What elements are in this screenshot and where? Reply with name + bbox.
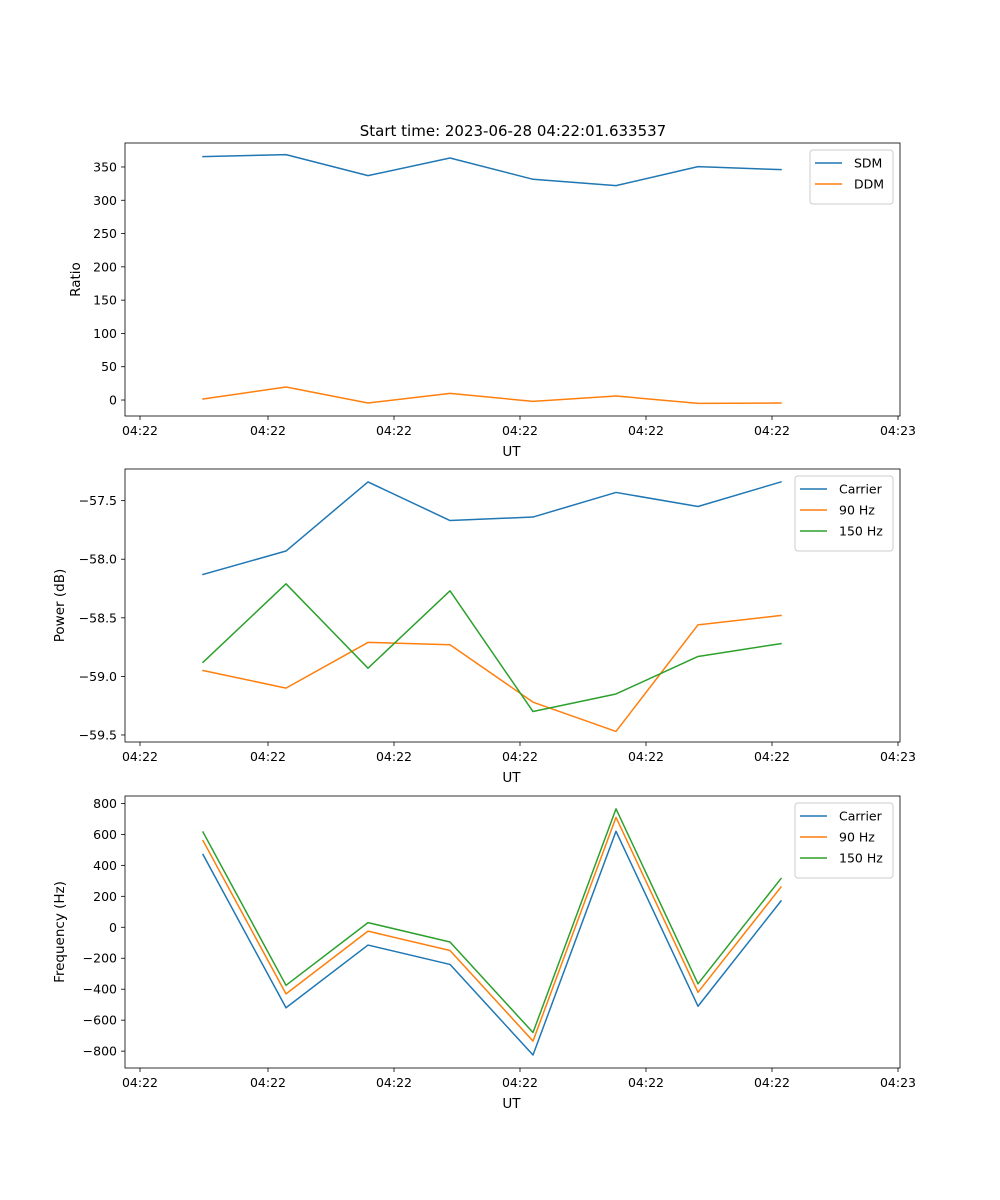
y-tick-label: 200 xyxy=(93,259,117,274)
y-tick-label: −57.5 xyxy=(79,493,117,508)
x-tick-label: 04:22 xyxy=(502,1075,538,1090)
axes-frame xyxy=(124,795,901,1069)
panel-1: 04:22 04:22 04:22 04:22 04:22 04:22 04:23 0 50 10… xyxy=(68,142,916,460)
y-axis-label: Frequency (Hz) xyxy=(52,881,68,983)
y-tick-label: −600 xyxy=(83,1013,117,1028)
x-tick-label: 04:22 xyxy=(376,1075,412,1090)
series-line-carrier xyxy=(201,830,783,1056)
x-tick-label: 04:22 xyxy=(754,423,790,438)
y-tick-label: 200 xyxy=(93,889,117,904)
legend-label: 150 Hz xyxy=(839,524,883,539)
panels: 04:22 04:22 04:22 04:22 04:22 04:22 04:23 0 50 10… xyxy=(52,142,916,1112)
x-tick-label: 04:22 xyxy=(754,1075,790,1090)
y-tick-label: −800 xyxy=(83,1044,117,1059)
x-tick-label: 04:22 xyxy=(250,1075,286,1090)
y-tick-label: 600 xyxy=(93,827,117,842)
y-axis-label: Power (dB) xyxy=(52,569,68,642)
y-tick-label: 400 xyxy=(93,858,117,873)
legend-label: SDM xyxy=(854,156,882,171)
x-tick-label: 04:22 xyxy=(250,749,286,764)
y-tick-label: −59.0 xyxy=(79,669,117,684)
legend-box xyxy=(794,802,894,879)
series-line-90-hz xyxy=(201,816,783,1042)
series-line-sdm xyxy=(202,153,782,187)
x-tick-label: 04:23 xyxy=(880,423,916,438)
legend-box xyxy=(794,475,894,552)
y-tick-label: −59.5 xyxy=(79,727,117,742)
panel-3: 04:22 04:22 04:22 04:22 04:22 04:22 04:23 −800 −… xyxy=(52,795,916,1112)
x-tick-label: 04:22 xyxy=(376,423,412,438)
x-tick-label: 04:22 xyxy=(754,749,790,764)
y-tick-label: 250 xyxy=(93,226,117,241)
legend-label: 90 Hz xyxy=(839,503,875,518)
y-tick-label: −58.5 xyxy=(79,610,117,625)
y-tick-label: −400 xyxy=(83,982,117,997)
x-tick-label: 04:22 xyxy=(122,749,158,764)
legend: SDM DDM xyxy=(809,149,894,205)
axes-frame xyxy=(124,468,901,743)
y-tick-label: 100 xyxy=(93,326,117,341)
x-tick-label: 04:22 xyxy=(376,749,412,764)
series-line-150-hz xyxy=(201,808,783,1034)
x-tick-label: 04:23 xyxy=(880,1075,916,1090)
legend: Carrier 90 Hz 150 Hz xyxy=(794,475,894,552)
x-tick-label: 04:22 xyxy=(502,749,538,764)
x-tick-label: 04:22 xyxy=(122,1075,158,1090)
y-tick-label: 50 xyxy=(101,359,117,374)
x-tick-label: 04:22 xyxy=(250,423,286,438)
legend-label: Carrier xyxy=(839,809,883,824)
x-axis-label: UT xyxy=(502,444,521,460)
y-tick-label: 800 xyxy=(93,796,117,811)
panel-2: 04:22 04:22 04:22 04:22 04:22 04:22 04:23 −59.5… xyxy=(52,468,916,786)
x-tick-label: 04:22 xyxy=(502,423,538,438)
x-tick-label: 04:22 xyxy=(122,423,158,438)
x-tick-label: 04:22 xyxy=(628,1075,664,1090)
axes-frame xyxy=(124,142,901,417)
x-tick-label: 04:22 xyxy=(628,749,664,764)
y-tick-label: 150 xyxy=(93,293,117,308)
y-tick-label: −200 xyxy=(83,951,117,966)
legend-label: Carrier xyxy=(839,482,883,497)
figure-title: Start time: 2023-06-28 04:22:01.633537 xyxy=(360,122,666,140)
legend: Carrier 90 Hz 150 Hz xyxy=(794,802,894,879)
series-line-carrier xyxy=(202,480,782,576)
y-tick-label: 300 xyxy=(93,193,117,208)
series-line-ddm xyxy=(202,386,782,405)
series-line-90-hz xyxy=(202,614,782,733)
y-tick-label: 0 xyxy=(109,920,117,935)
y-axis-label: Ratio xyxy=(68,262,84,297)
series-line-150-hz xyxy=(201,583,782,713)
x-tick-label: 04:22 xyxy=(628,423,664,438)
y-tick-label: 350 xyxy=(93,159,117,174)
legend-label: DDM xyxy=(854,177,884,192)
x-axis-label: UT xyxy=(502,770,521,786)
y-tick-label: 0 xyxy=(109,393,117,408)
x-axis-label: UT xyxy=(502,1096,521,1112)
legend-label: 150 Hz xyxy=(839,851,883,866)
x-tick-label: 04:23 xyxy=(880,749,916,764)
legend-label: 90 Hz xyxy=(839,830,875,845)
y-tick-label: −58.0 xyxy=(79,552,117,567)
